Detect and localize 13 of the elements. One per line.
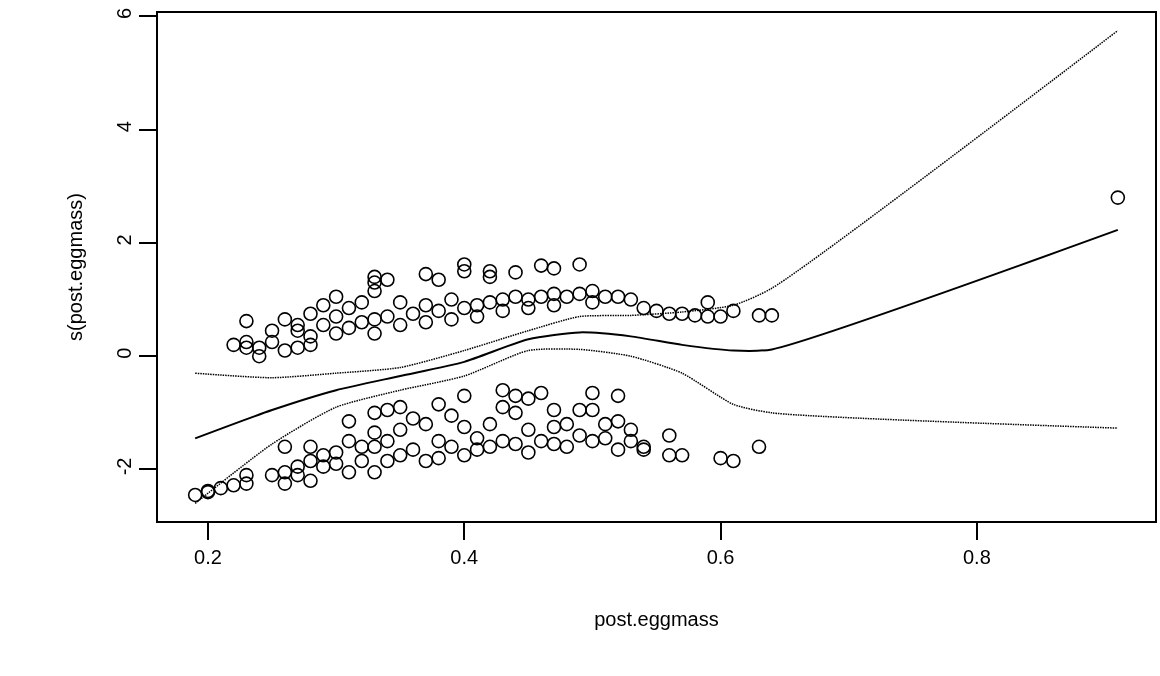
y-tick-label: -2 <box>113 457 136 476</box>
x-tick-label: 0.4 <box>450 545 479 568</box>
x-tick-label: 0.6 <box>706 545 735 568</box>
y-tick-label: 2 <box>113 234 136 246</box>
x-axis-title: post.eggmass <box>594 607 719 630</box>
x-tick-label: 0.2 <box>194 545 222 568</box>
x-tick-label: 0.8 <box>962 545 991 568</box>
y-tick-label: 6 <box>113 7 136 19</box>
y-tick-label: 0 <box>113 347 136 359</box>
line-series <box>194 228 1119 440</box>
y-axis-title: s(post.eggmass) <box>64 193 87 341</box>
y-tick-label: 4 <box>113 121 136 133</box>
line-series <box>194 29 1119 379</box>
